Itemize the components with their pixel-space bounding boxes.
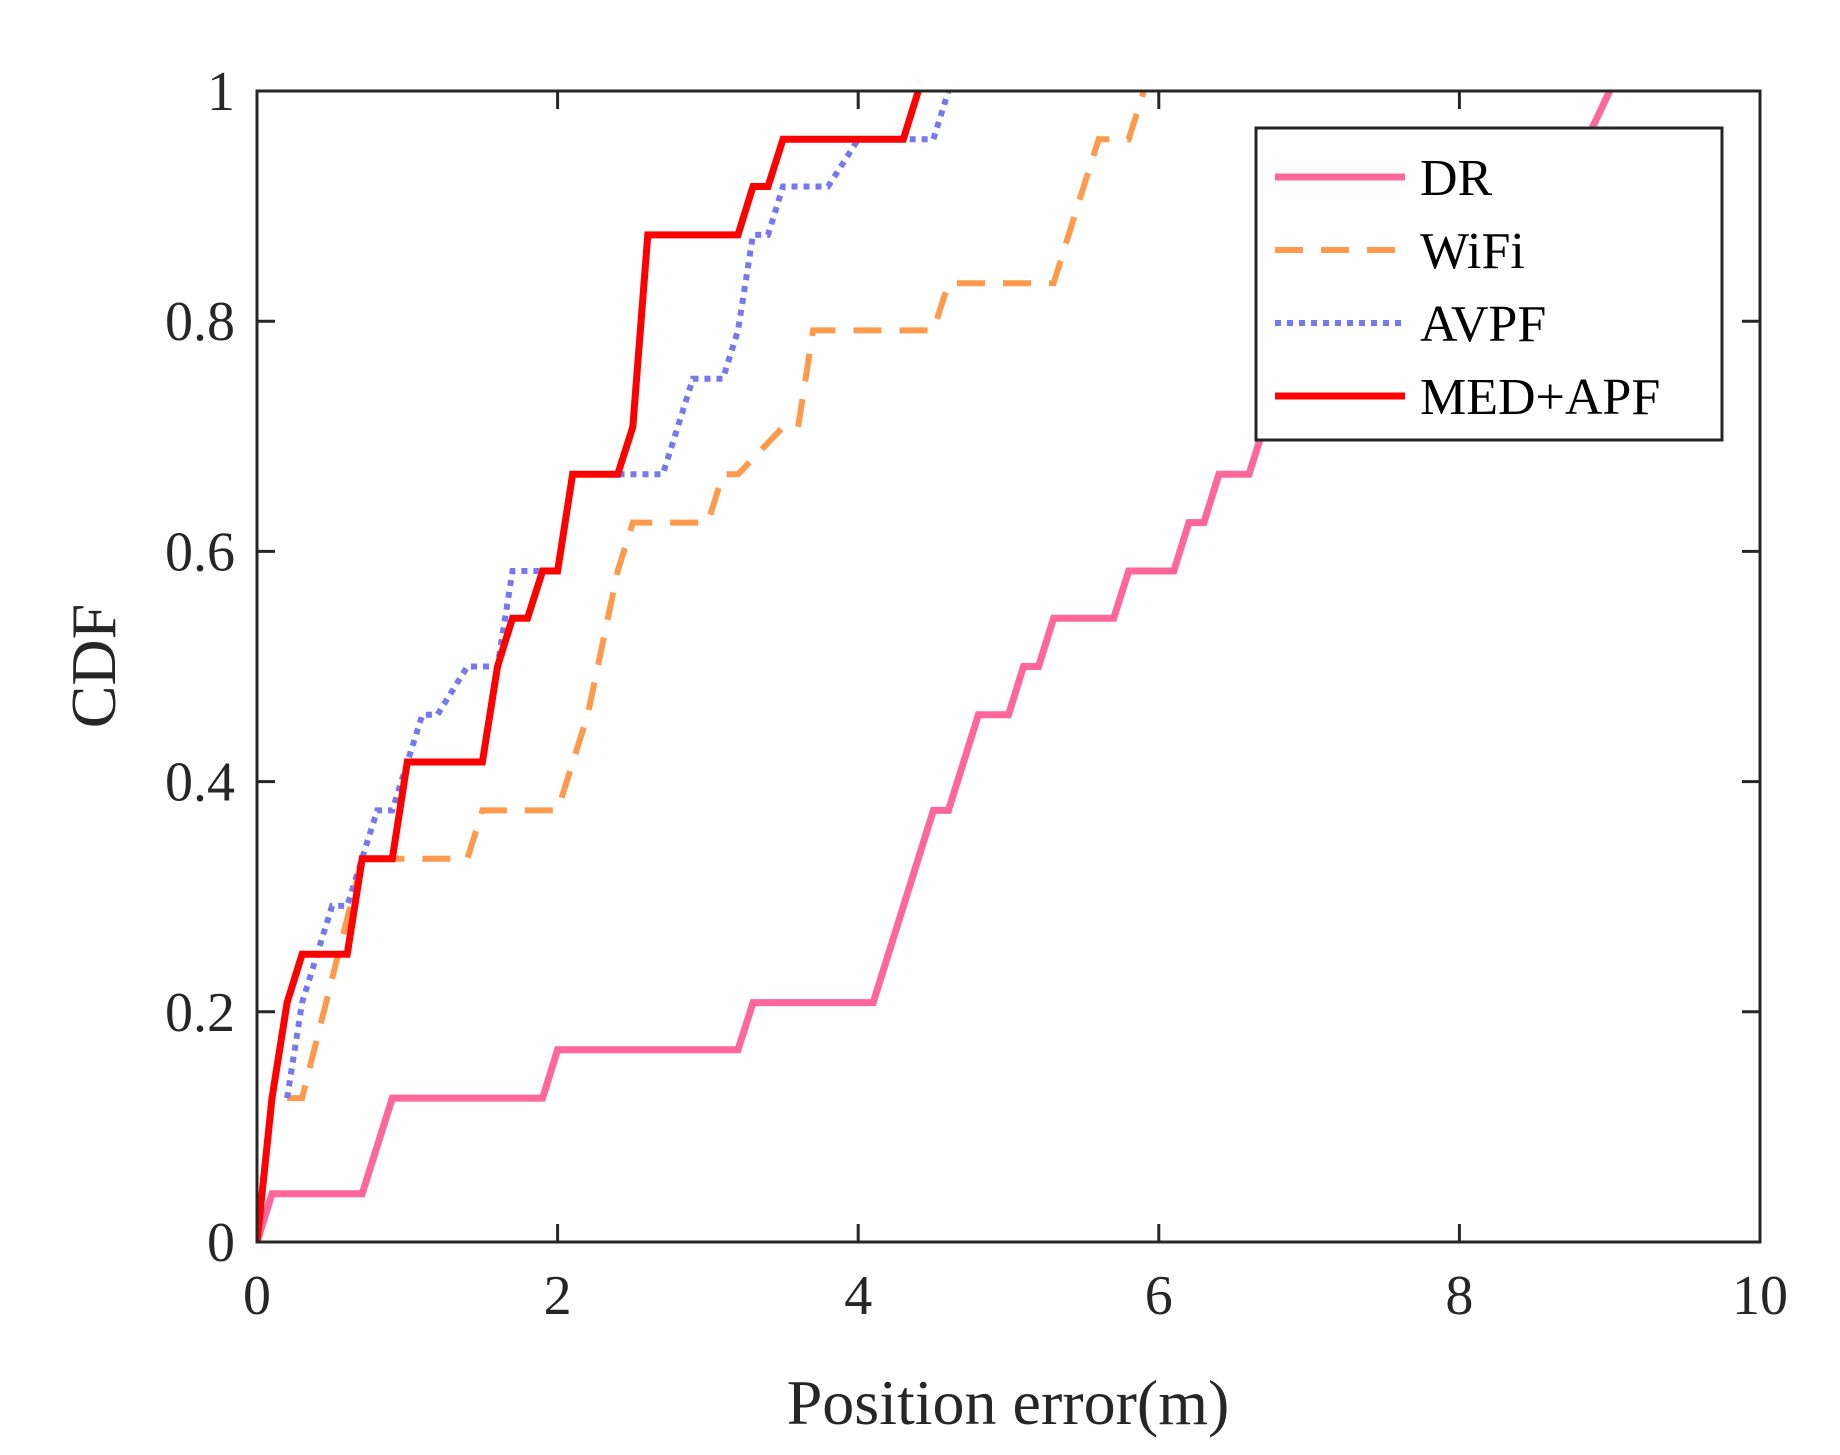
series-line-wifi [287, 90, 1147, 1102]
y-tick-label: 0 [207, 1212, 235, 1274]
axes-frame [255, 89, 1762, 1244]
x-tick-label: 8 [1445, 1265, 1473, 1327]
x-axis-label: Position error(m) [787, 1367, 1230, 1438]
series-line-med-apf [257, 89, 922, 1243]
legend: DR WiFi AVPF MED+APF [1254, 126, 1724, 442]
x-tick-label: 6 [1145, 1265, 1173, 1327]
x-tick-label: 0 [243, 1265, 271, 1327]
axis-ticks [255, 89, 1762, 1244]
legend-label-dr: DR [1420, 150, 1493, 207]
y-tick-label: 0.2 [165, 982, 235, 1044]
legend-label-med-apf: MED+APF [1420, 369, 1660, 426]
x-tick-label: 4 [844, 1265, 872, 1327]
axis-tick-labels: 0 2 4 6 8 10 0 0.2 0.4 0.6 0.8 1 [165, 61, 1788, 1327]
legend-label-wifi: WiFi [1420, 223, 1525, 280]
legend-label-avpf: AVPF [1420, 296, 1546, 353]
y-axis-label: CDF [58, 604, 129, 729]
y-tick-label: 1 [207, 61, 235, 123]
y-tick-label: 0.6 [165, 521, 235, 583]
y-tick-label: 0.8 [165, 291, 235, 353]
y-tick-label: 0.4 [165, 752, 235, 814]
x-tick-label: 2 [544, 1265, 572, 1327]
x-tick-label: 10 [1732, 1265, 1788, 1327]
